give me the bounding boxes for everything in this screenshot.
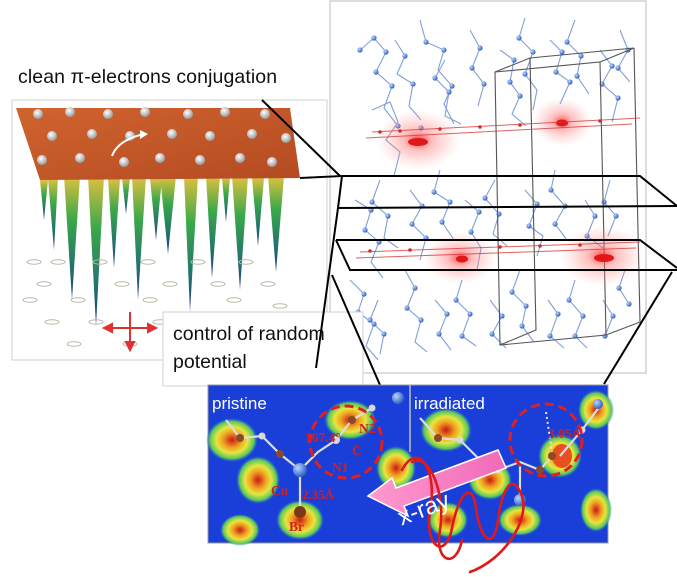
irradiated-highlight-circle [508,402,584,478]
pristine-highlight-circle [308,404,384,480]
irradiated-label: irradiated [414,394,485,413]
bond-angle-label: 167.4° [305,430,341,445]
connector-lines [261,99,677,386]
control-random-potential-text: control of random potential [173,320,325,376]
crystal-structure-panel [329,0,647,374]
potential-spikes [40,176,284,326]
random-potential-arrows [101,312,159,353]
br-label: Br [289,519,304,534]
conjugation-surface [16,108,300,180]
unit-cell-box [494,47,641,346]
cu-n-distance-label: 2.35Å [302,487,335,502]
n2-label: N2 [359,421,376,436]
control-text-line-1: control of random [173,323,325,345]
pristine-label: pristine [212,394,267,413]
surface-electrons [33,107,291,167]
xray-wave [400,456,525,574]
xray-beam [366,449,525,574]
c-atom-label: C [352,443,362,458]
hop-arrow [111,133,145,157]
control-text-line-2: potential [173,351,247,373]
cu-label: Cu [271,483,289,498]
n1-label: N1 [332,460,349,475]
irradiated-distance-label: 3.05Å [548,426,582,441]
density-map-panel [206,384,614,546]
conjugation-title: clean π-electrons conjugation [18,66,278,88]
